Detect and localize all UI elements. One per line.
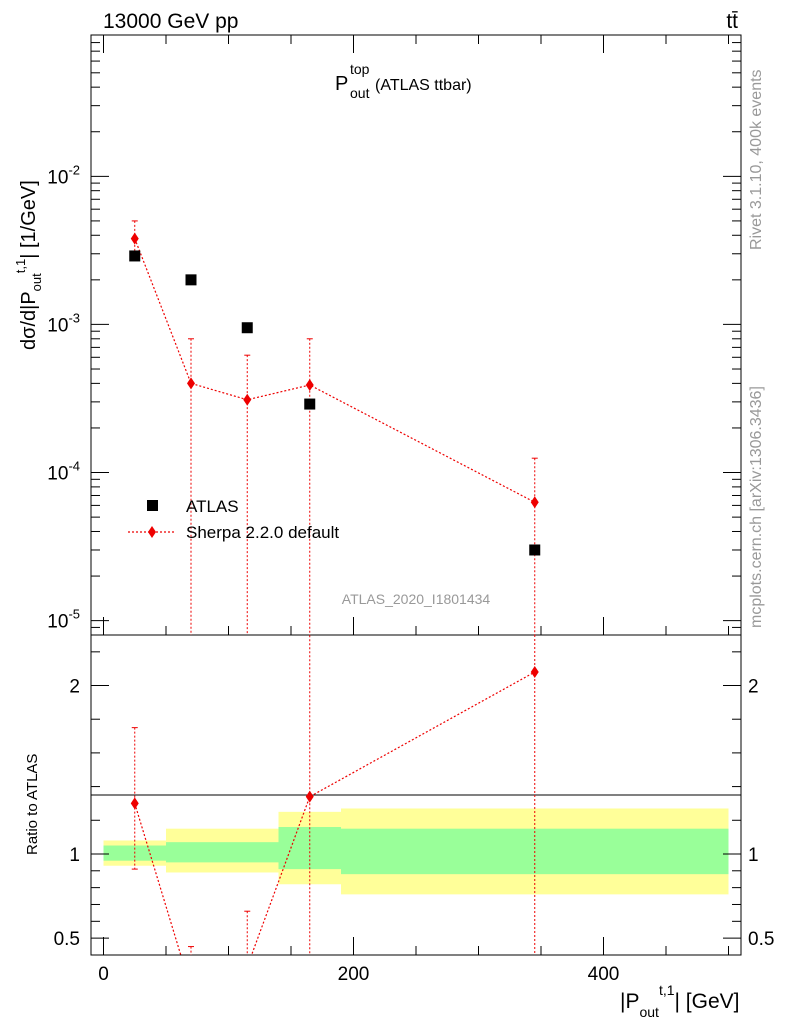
atlas-point: [129, 250, 141, 262]
atlas-point: [185, 274, 197, 286]
ratio-y-tick-label: 2: [69, 677, 80, 698]
ratio-sherpa-point: [187, 983, 195, 995]
title-sub: out: [350, 85, 370, 101]
legend-sherpa-marker: [148, 526, 156, 538]
y-tick-label: 10-4: [47, 459, 80, 485]
svg-text:|Poutt,1| [GeV]: |Poutt,1| [GeV]: [620, 982, 740, 1020]
ratio-band-inner: [166, 842, 279, 863]
y-tick-label: 10-3: [47, 310, 80, 336]
ratio-bands: [103, 808, 729, 895]
svg-text:P: P: [335, 73, 348, 95]
header-left: 13000 GeV pp: [103, 10, 238, 33]
legend-atlas-marker: [147, 500, 158, 511]
atlas-point: [241, 322, 253, 334]
header-right: tt̄: [726, 10, 738, 33]
top-ylabel: dσ/d|Poutt,1| [1/GeV]: [13, 180, 44, 350]
ratio-ylabel: Ratio to ATLAS: [24, 754, 41, 855]
ratio-data-marks: [130, 635, 539, 995]
sherpa-point: [243, 393, 252, 406]
legend-sherpa-label: Sherpa 2.2.0 default: [186, 523, 339, 542]
bottom-axis-ticks: 0 200 400 0.5 0.5 1 1 2 2: [54, 651, 774, 985]
ratio-sherpa-point: [305, 790, 314, 803]
legend-atlas-label: ATLAS: [186, 497, 239, 516]
sherpa-point: [187, 377, 195, 390]
ratio-sherpa-point: [130, 797, 139, 810]
top-panel-frame: [90, 34, 742, 636]
atlas-point: [529, 544, 541, 556]
y-tick-label: 10-2: [47, 162, 80, 188]
ratio-sherpa-line: [134, 671, 536, 955]
x-tick-label: 400: [588, 964, 620, 985]
svg-text:dσ/d|Poutt,1| [1/GeV]: dσ/d|Poutt,1| [1/GeV]: [13, 180, 44, 350]
title-rest: (ATLAS ttbar): [375, 77, 472, 94]
ratio-y-tick-label: 0.5: [54, 929, 80, 950]
ratio-y-tick-label: 2: [748, 677, 759, 698]
ratio-y-tick-label: 1: [69, 845, 80, 866]
bottom-xlabel: |Poutt,1| [GeV]: [620, 982, 740, 1020]
x-tick-label: 200: [338, 964, 370, 985]
sherpa-point: [305, 379, 314, 392]
legend: ATLAS Sherpa 2.2.0 default: [128, 497, 339, 542]
analysis-watermark: ATLAS_2020_I1801434: [342, 591, 491, 607]
ratio-y-tick-label: 1: [748, 845, 759, 866]
rivet-label: Rivet 3.1.10, 400k events: [748, 69, 765, 250]
title-sup: top: [350, 61, 370, 77]
sherpa-point: [130, 232, 139, 245]
ratio-sherpa-point: [530, 666, 539, 679]
ratio-sherpa-point: [243, 961, 251, 973]
top-data-marks: [129, 220, 541, 635]
ratio-y-tick-label: 0.5: [748, 929, 774, 950]
title-main: P: [335, 73, 348, 95]
top-panel-title: P top out (ATLAS ttbar): [335, 61, 472, 101]
top-axis-ticks: 10-5 10-4 10-3 10-2: [47, 34, 741, 636]
sherpa-point: [530, 496, 539, 509]
x-tick-label: 0: [98, 964, 109, 985]
atlas-point: [304, 398, 316, 410]
mcplots-label: mcplots.cern.ch [arXiv:1306.3436]: [748, 386, 765, 628]
y-tick-label: 10-5: [47, 607, 80, 633]
